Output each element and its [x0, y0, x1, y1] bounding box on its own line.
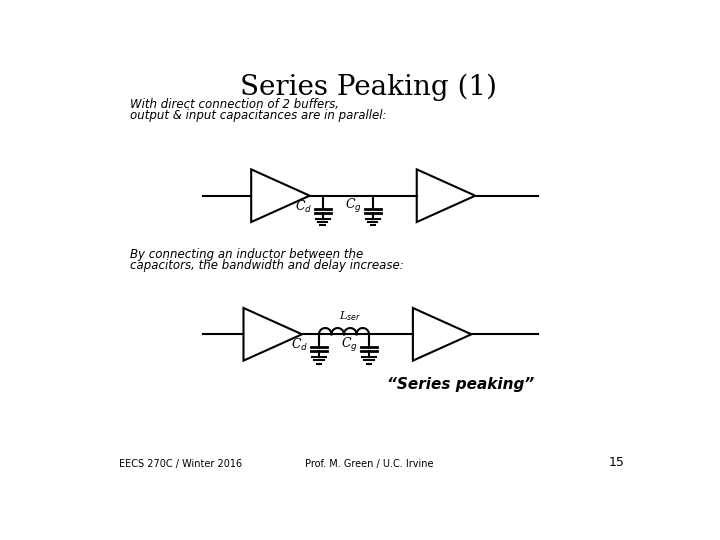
- Text: EECS 270C / Winter 2016: EECS 270C / Winter 2016: [119, 459, 242, 469]
- Text: With direct connection of 2 buffers,: With direct connection of 2 buffers,: [130, 98, 339, 111]
- Text: C$_g$: C$_g$: [341, 336, 359, 354]
- Text: C$_g$: C$_g$: [345, 198, 362, 215]
- Text: Prof. M. Green / U.C. Irvine: Prof. M. Green / U.C. Irvine: [305, 459, 433, 469]
- Text: By connecting an inductor between the: By connecting an inductor between the: [130, 248, 364, 261]
- Text: Series Peaking (1): Series Peaking (1): [240, 74, 498, 102]
- Text: 15: 15: [609, 456, 625, 469]
- Text: capacitors, the bandwidth and delay increase:: capacitors, the bandwidth and delay incr…: [130, 259, 404, 272]
- Text: output & input capacitances are in parallel:: output & input capacitances are in paral…: [130, 109, 387, 122]
- Text: C$_d$: C$_d$: [291, 337, 308, 353]
- Text: L$_{ser}$: L$_{ser}$: [339, 309, 361, 323]
- Text: “Series peaking”: “Series peaking”: [387, 377, 534, 392]
- Text: C$_d$: C$_d$: [294, 198, 312, 214]
